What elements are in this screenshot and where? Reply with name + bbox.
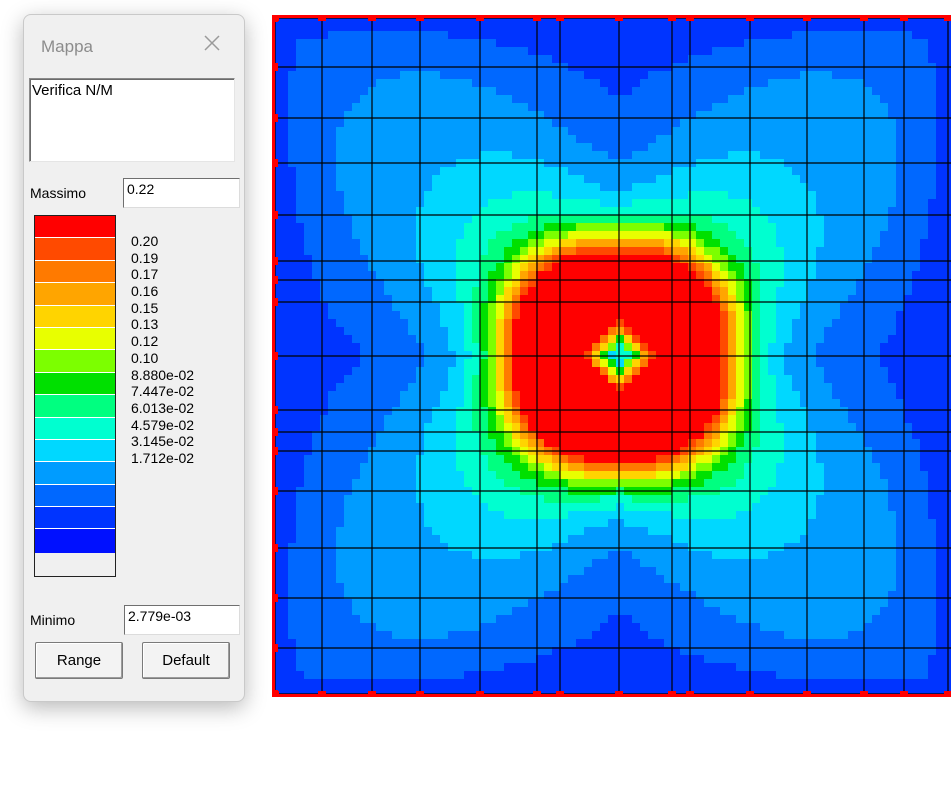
constraint-marker — [318, 15, 326, 21]
constraint-marker — [668, 691, 676, 697]
legend-swatch — [35, 395, 115, 418]
constraint-marker — [272, 159, 278, 167]
constraint-marker — [368, 15, 376, 21]
constraint-marker — [272, 63, 278, 71]
legend-value: 7.447e-02 — [131, 383, 195, 400]
legend-swatch — [35, 238, 115, 261]
constraint-marker — [803, 15, 811, 21]
constraint-marker — [272, 352, 278, 360]
constraint-marker — [533, 691, 541, 697]
constraint-marker — [476, 691, 484, 697]
constraint-border — [272, 15, 951, 697]
legend-swatch — [35, 216, 115, 239]
legend-value: 0.12 — [131, 333, 159, 350]
contour-map[interactable] — [272, 15, 951, 697]
constraint-marker — [272, 257, 278, 265]
legend-swatch — [35, 439, 115, 463]
constraint-marker — [272, 298, 278, 306]
constraint-marker — [944, 691, 951, 697]
constraint-marker — [272, 487, 278, 495]
legend-swatch — [35, 417, 115, 440]
constraint-marker — [272, 211, 278, 219]
legend-value: 1.712e-02 — [131, 449, 195, 466]
constraint-marker — [416, 691, 424, 697]
constraint-marker — [556, 15, 564, 21]
panel-title: Mappa — [41, 37, 93, 56]
constraint-marker — [900, 691, 908, 697]
constraint-marker — [615, 691, 623, 697]
constraint-marker — [272, 276, 278, 284]
constraint-marker — [272, 644, 278, 652]
legend-value: 0.20 — [131, 233, 159, 249]
legend-swatch — [35, 529, 115, 554]
legend-values: 0.20 0.19 0.17 0.16 0.15 0.13 0.12 0.10 8.880e-0… — [131, 233, 231, 467]
close-icon[interactable] — [202, 33, 222, 53]
legend-value: 0.13 — [131, 316, 159, 333]
constraint-marker — [668, 15, 676, 21]
legend-value: 0.15 — [131, 299, 159, 316]
contour-map-canvas[interactable] — [272, 15, 951, 697]
constraint-marker — [272, 690, 278, 697]
constraint-marker — [860, 691, 868, 697]
legend-value: 4.579e-02 — [131, 416, 195, 433]
constraint-marker — [272, 406, 278, 414]
legend-value: 0.16 — [131, 283, 159, 300]
constraint-marker — [686, 691, 694, 697]
constraint-marker — [318, 691, 326, 697]
range-button[interactable]: Range — [35, 642, 123, 679]
legend-value: 3.145e-02 — [131, 433, 195, 450]
legend-value: 0.17 — [131, 266, 159, 283]
legend-swatch — [35, 283, 115, 306]
constraint-marker — [272, 114, 278, 122]
map-description-box: Verifica N/M — [29, 78, 235, 162]
constraint-marker — [533, 15, 541, 21]
legend-value: 0.10 — [131, 349, 159, 366]
legend-value: 8.880e-02 — [131, 366, 195, 383]
constraint-marker — [944, 15, 951, 21]
legend-swatch — [35, 327, 115, 351]
color-scale-bar — [34, 215, 116, 577]
constraint-marker — [556, 691, 564, 697]
legend-swatch — [35, 350, 115, 373]
min-value-field[interactable]: 2.779e-03 — [124, 605, 240, 635]
constraint-marker — [686, 15, 694, 21]
max-value-field[interactable]: 0.22 — [123, 178, 240, 208]
default-button[interactable]: Default — [142, 642, 230, 679]
constraint-marker — [615, 15, 623, 21]
map-legend-panel: Mappa Verifica N/M Massimo 0.22 0.20 0.19… — [23, 14, 245, 702]
constraint-marker — [476, 15, 484, 21]
legend-swatch — [35, 260, 115, 284]
legend-swatch — [35, 507, 115, 530]
legend-swatch — [35, 462, 115, 485]
constraint-marker — [900, 15, 908, 21]
legend-value: 6.013e-02 — [131, 399, 195, 416]
constraint-marker — [746, 15, 754, 21]
constraint-marker — [272, 544, 278, 552]
min-label: Minimo — [30, 612, 76, 628]
constraint-marker — [272, 428, 278, 436]
constraint-marker — [746, 691, 754, 697]
constraint-marker — [803, 691, 811, 697]
max-label: Massimo — [30, 185, 87, 201]
legend-value: 0.19 — [131, 249, 159, 266]
constraint-marker — [416, 15, 424, 21]
legend-swatch — [35, 372, 115, 396]
legend-swatch — [35, 484, 115, 508]
constraint-marker — [272, 447, 278, 455]
constraint-marker — [860, 15, 868, 21]
legend-swatch — [35, 305, 115, 328]
constraint-marker — [368, 691, 376, 697]
constraint-marker — [272, 594, 278, 602]
constraint-marker — [272, 15, 278, 22]
